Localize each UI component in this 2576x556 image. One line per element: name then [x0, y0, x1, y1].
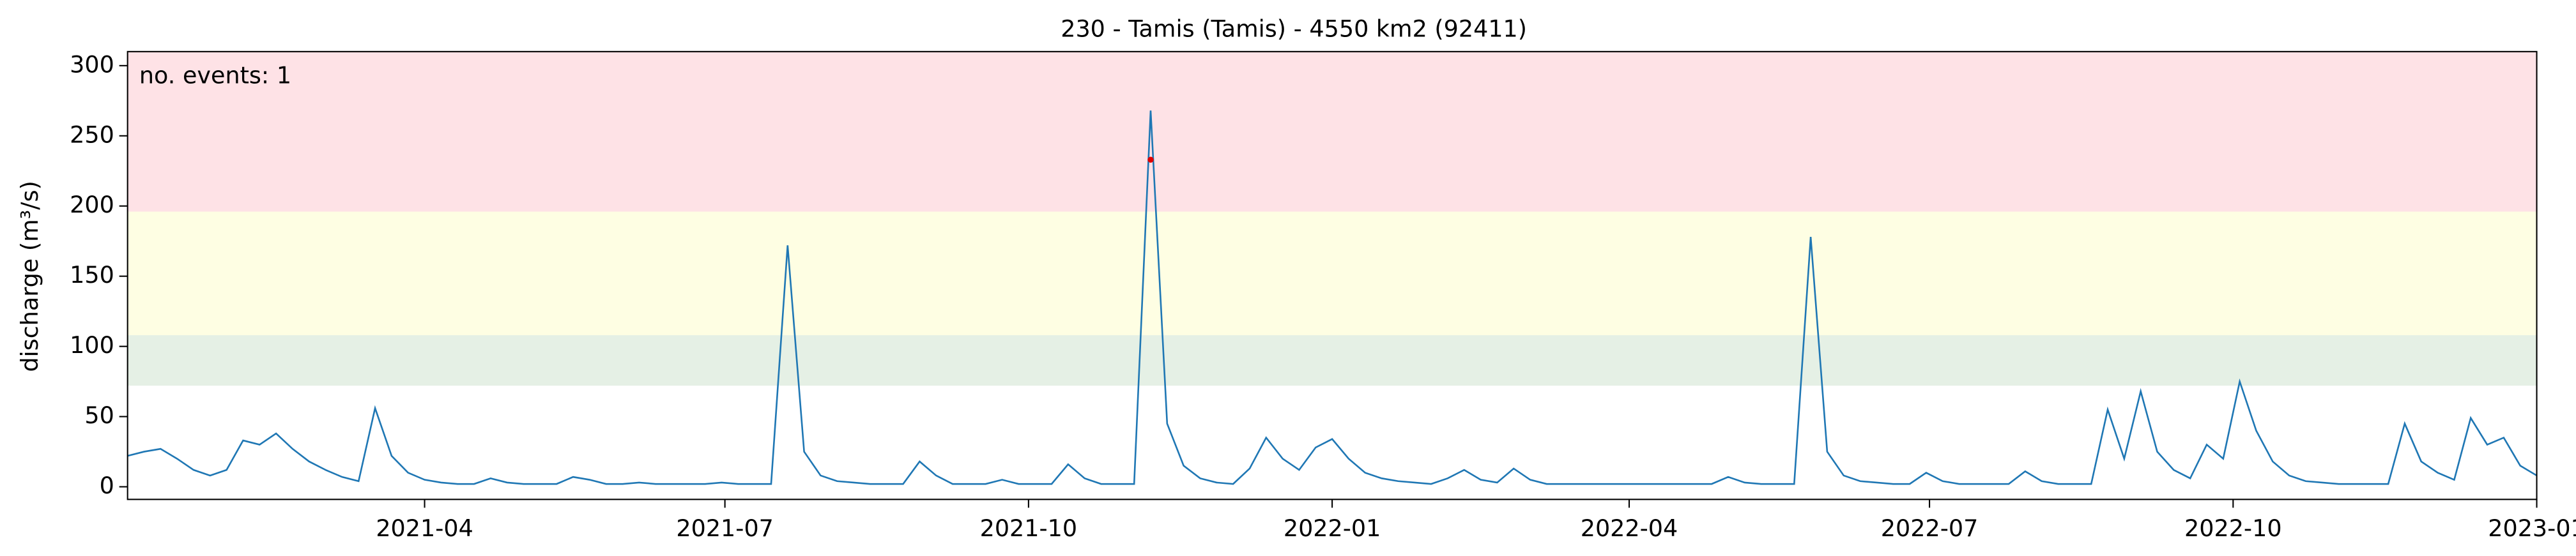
x-tick-label: 2021-07: [676, 515, 774, 542]
plot-frame: [126, 50, 2538, 500]
y-tick-label: 300: [70, 50, 114, 78]
y-tick-label: 0: [100, 472, 114, 499]
x-tick-label: 2021-10: [980, 515, 1078, 542]
x-tick-label: 2022-01: [1284, 515, 1381, 542]
y-tick-label: 200: [70, 191, 114, 218]
y-tick-label: 150: [70, 261, 114, 289]
y-tick-label: 50: [84, 402, 114, 429]
threshold-band: [127, 51, 2537, 212]
threshold-band: [127, 335, 2537, 386]
y-tick-label: 100: [70, 331, 114, 359]
x-tick-label: 2022-04: [1581, 515, 1678, 542]
x-tick-label: 2022-07: [1881, 515, 1979, 542]
event-marker: [1147, 156, 1154, 163]
x-tick-label: 2022-10: [2184, 515, 2282, 542]
y-axis-label: discharge (m³/s): [16, 181, 43, 372]
x-tick-label: 2021-04: [376, 515, 473, 542]
y-tick-label: 250: [70, 121, 114, 148]
chart-title: 230 - Tamis (Tamis) - 4550 km2 (92411): [1061, 15, 1527, 42]
discharge-line: [127, 110, 2538, 485]
x-tick-label: 2023-01: [2488, 515, 2576, 542]
threshold-band: [127, 211, 2537, 336]
annotation: no. events: 1: [139, 61, 291, 89]
